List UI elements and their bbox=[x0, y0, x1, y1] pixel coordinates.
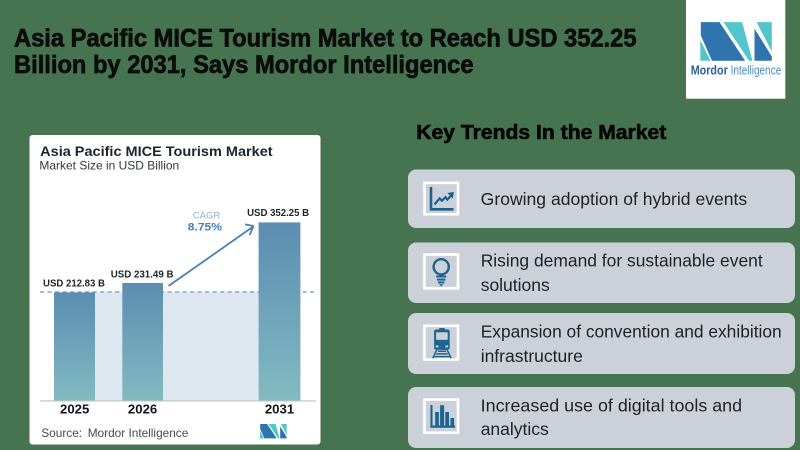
svg-text:Mordor: Mordor bbox=[691, 64, 728, 78]
svg-text:USD 212.83 B: USD 212.83 B bbox=[43, 279, 105, 290]
svg-text:2026: 2026 bbox=[128, 402, 157, 417]
svg-text:Key Trends In the Market: Key Trends In the Market bbox=[416, 121, 666, 144]
svg-text:Expansion of convention and ex: Expansion of convention and exhibition bbox=[481, 321, 782, 341]
svg-text:8.75%: 8.75% bbox=[188, 222, 222, 234]
svg-text:solutions: solutions bbox=[481, 275, 550, 295]
svg-text:2031: 2031 bbox=[265, 402, 294, 417]
svg-text:Asia Pacific MICE Tourism Mark: Asia Pacific MICE Tourism Market bbox=[40, 143, 273, 159]
svg-text:analytics: analytics bbox=[481, 419, 549, 439]
svg-text:Asia Pacific MICE Tourism Mark: Asia Pacific MICE Tourism Market to Reac… bbox=[14, 24, 637, 52]
svg-text:CAGR: CAGR bbox=[193, 211, 221, 222]
svg-text:2025: 2025 bbox=[60, 402, 89, 417]
svg-text:Intelligence: Intelligence bbox=[731, 64, 782, 78]
svg-text:Source: Mordor Intelligence: Source: Mordor Intelligence bbox=[41, 426, 188, 440]
svg-text:Increased use of digital tools: Increased use of digital tools and bbox=[481, 396, 742, 416]
svg-text:USD 352.25 B: USD 352.25 B bbox=[247, 208, 309, 219]
svg-text:Growing adoption of hybrid eve: Growing adoption of hybrid events bbox=[481, 189, 748, 209]
svg-text:infrastructure: infrastructure bbox=[481, 346, 583, 366]
svg-text:Rising demand for sustainable: Rising demand for sustainable event bbox=[481, 251, 763, 271]
svg-text:Billion by 2031, Says Mordor I: Billion by 2031, Says Mordor Intelligenc… bbox=[14, 51, 474, 79]
svg-text:USD 231.49 B: USD 231.49 B bbox=[111, 269, 174, 280]
svg-text:Market Size in USD Billion: Market Size in USD Billion bbox=[39, 159, 179, 173]
